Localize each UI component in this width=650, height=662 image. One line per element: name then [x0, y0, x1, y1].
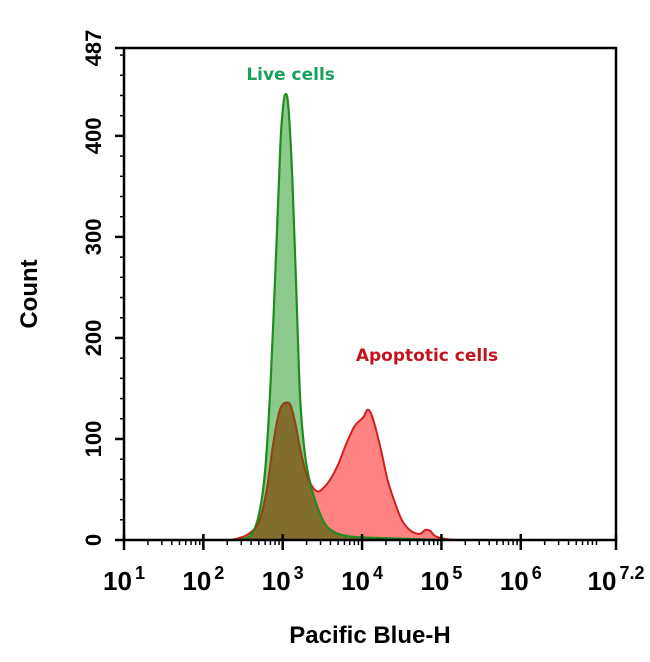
y-axis-tick-labels: 0 100 200 300 400 487 — [81, 30, 106, 546]
y-tick-label: 487 — [81, 30, 106, 67]
plot-frame — [122, 46, 618, 542]
x-axis-ticks — [122, 534, 618, 550]
plot-area — [230, 92, 458, 540]
x-axis-tick-labels: 10 1 10 2 10 3 10 4 10 5 10 6 10 7.2 — [103, 563, 644, 596]
y-axis-label: Count — [16, 259, 43, 328]
y-tick-label: 400 — [81, 118, 106, 155]
y-tick-label: 200 — [81, 320, 106, 357]
live-cells-outline — [238, 92, 442, 540]
apoptotic-cells-annotation: Apoptotic cells — [356, 346, 498, 366]
x-tick-label: 10 4 — [341, 563, 383, 596]
x-tick-label: 10 1 — [103, 563, 145, 596]
x-tick-label: 10 6 — [500, 563, 542, 596]
y-axis-ticks — [115, 46, 124, 542]
x-tick-label: 10 5 — [420, 563, 462, 596]
axes-frame — [122, 46, 618, 542]
y-tick-label: 100 — [81, 421, 106, 458]
x-tick-label: 10 3 — [262, 563, 304, 596]
y-tick-label: 0 — [81, 534, 106, 546]
y-tick-label: 300 — [81, 219, 106, 256]
x-tick-label: 10 2 — [182, 563, 224, 596]
x-axis-label: Pacific Blue-H — [289, 622, 450, 649]
x-tick-label: 10 7.2 — [588, 563, 645, 596]
live-cells-annotation: Live cells — [246, 65, 335, 85]
